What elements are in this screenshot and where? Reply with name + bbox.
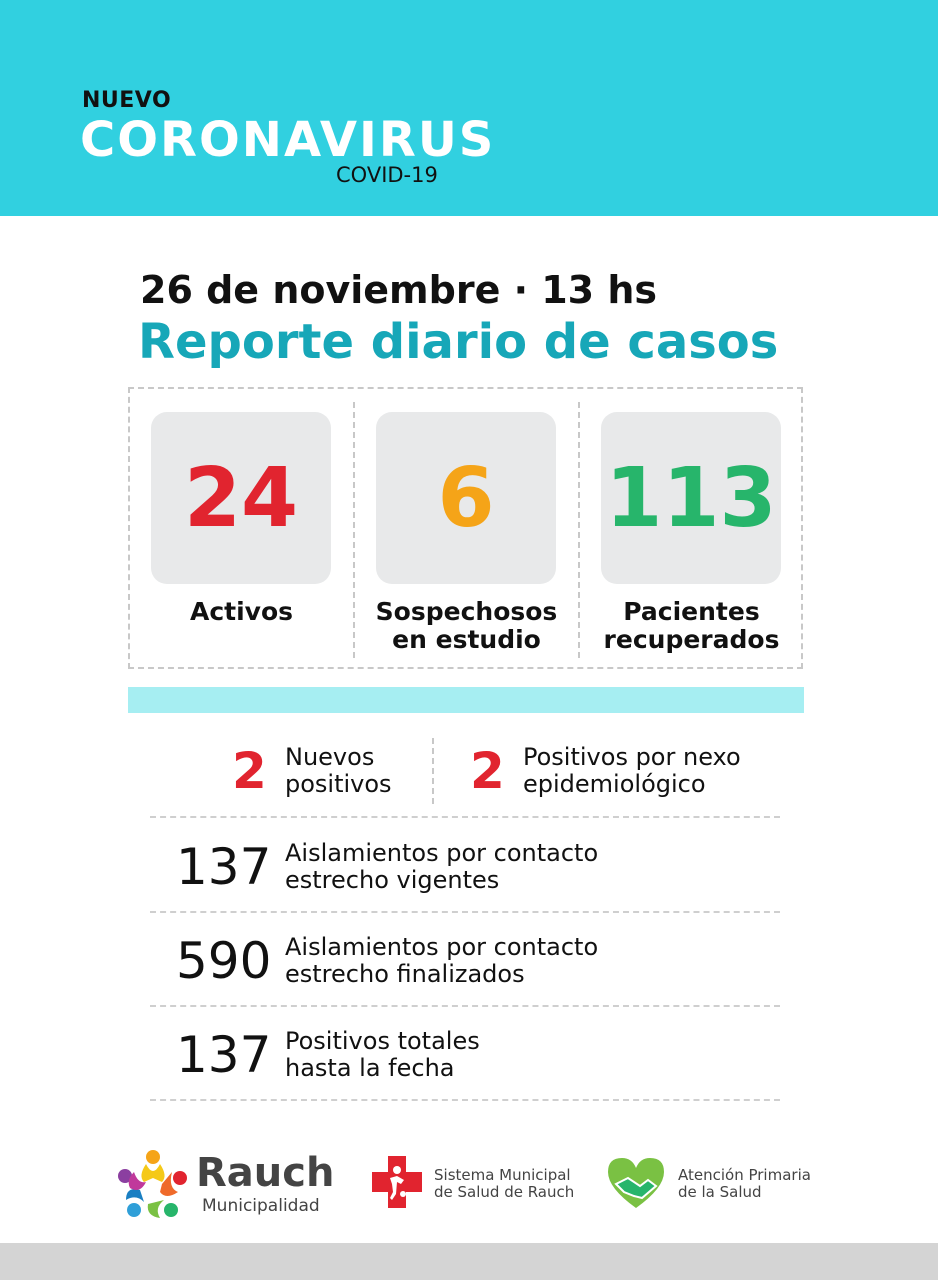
header-subtitle: COVID-19 <box>336 163 438 187</box>
header-kicker: NUEVO <box>82 88 172 113</box>
card-recuperados-label: Pacientes recuperados <box>579 598 804 654</box>
label-line: epidemiológico <box>523 770 706 798</box>
header-banner: NUEVO CORONAVIRUS COVID-19 <box>0 0 938 216</box>
stat-finalizados-value: 590 <box>176 932 272 990</box>
label-line: Sistema Municipal <box>434 1166 571 1184</box>
sistema-salud-label: Sistema Municipal de Salud de Rauch <box>434 1167 574 1201</box>
card-sospechosos-value: 6 <box>376 412 556 584</box>
label-line: Aislamientos por contacto <box>285 933 599 961</box>
card-label-line: en estudio <box>392 625 541 654</box>
summary-divider <box>578 402 580 658</box>
card-label-line: Sospechosos <box>375 597 558 626</box>
row-divider <box>150 1005 780 1007</box>
atencion-primaria-label: Atención Primaria de la Salud <box>678 1167 811 1201</box>
label-line: Aislamientos por contacto <box>285 839 599 867</box>
card-sospechosos-label: Sospechosos en estudio <box>354 598 579 654</box>
separator-band <box>128 687 804 713</box>
card-activos-value: 24 <box>151 412 331 584</box>
rauch-name: Rauch <box>196 1150 335 1196</box>
new-cases-divider <box>432 738 434 804</box>
card-label-line: Pacientes <box>623 597 760 626</box>
stat-finalizados-label: Aislamientos por contacto estrecho final… <box>285 934 598 988</box>
stat-vigentes-label: Aislamientos por contacto estrecho vigen… <box>285 840 598 894</box>
label-line: hasta la fecha <box>285 1054 455 1082</box>
label-line: estrecho finalizados <box>285 960 525 988</box>
label-line: Atención Primaria <box>678 1166 811 1184</box>
stat-totales-label: Positivos totales hasta la fecha <box>285 1028 480 1082</box>
stat-vigentes-value: 137 <box>176 838 272 896</box>
nuevos-positivos-value: 2 <box>232 742 267 800</box>
label-line: de la Salud <box>678 1183 762 1201</box>
footer-bar <box>0 1243 938 1280</box>
summary-box <box>128 387 803 669</box>
label-line: positivos <box>285 770 392 798</box>
card-label-line: recuperados <box>603 625 780 654</box>
nuevos-positivos-label: Nuevos positivos <box>285 744 392 798</box>
atencion-primaria-icon <box>608 1158 664 1208</box>
row-divider <box>150 816 780 818</box>
card-activos-label: Activos <box>129 598 354 626</box>
card-label-line: Activos <box>189 597 294 626</box>
label-line: Nuevos <box>285 743 375 771</box>
label-line: estrecho vigentes <box>285 866 500 894</box>
label-line: Positivos totales <box>285 1027 480 1055</box>
row-divider <box>150 1099 780 1101</box>
rauch-logo-icon <box>118 1150 187 1218</box>
row-divider <box>150 911 780 913</box>
summary-divider <box>353 402 355 658</box>
card-recuperados-value: 113 <box>601 412 781 584</box>
label-line: Positivos por nexo <box>523 743 741 771</box>
label-line: de Salud de Rauch <box>434 1183 575 1201</box>
report-date: 26 de noviembre · 13 hs <box>140 268 658 312</box>
sistema-salud-icon <box>372 1156 422 1208</box>
rauch-subtitle: Municipalidad <box>202 1196 320 1216</box>
header-title: CORONAVIRUS <box>80 112 496 168</box>
nexo-value: 2 <box>470 742 505 800</box>
nexo-label: Positivos por nexo epidemiológico <box>523 744 741 798</box>
stat-totales-value: 137 <box>176 1026 272 1084</box>
report-title: Reporte diario de casos <box>138 314 779 370</box>
